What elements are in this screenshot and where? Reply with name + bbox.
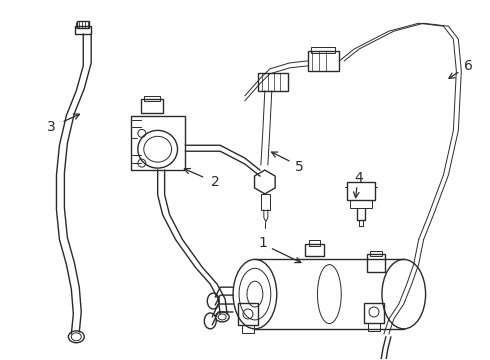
Bar	[308, 51, 339, 71]
Bar	[309, 239, 320, 247]
Text: 4: 4	[355, 171, 364, 185]
Bar	[261, 194, 270, 210]
Bar	[367, 255, 385, 272]
Bar	[364, 303, 384, 323]
Ellipse shape	[239, 268, 271, 320]
Bar	[238, 303, 258, 325]
Ellipse shape	[233, 260, 277, 329]
Text: 3: 3	[47, 120, 56, 134]
Bar	[144, 96, 160, 100]
Text: 6: 6	[464, 59, 473, 73]
Ellipse shape	[207, 293, 219, 309]
Bar	[347, 182, 375, 200]
Bar	[242, 325, 254, 333]
Bar	[305, 244, 324, 256]
Bar	[77, 21, 89, 28]
Ellipse shape	[204, 313, 216, 329]
Bar	[312, 47, 335, 53]
Bar	[75, 26, 91, 34]
Bar	[350, 200, 372, 208]
Bar	[258, 73, 288, 91]
Bar	[370, 251, 382, 256]
Bar	[141, 99, 163, 113]
Text: 1: 1	[258, 235, 268, 249]
Ellipse shape	[382, 260, 426, 329]
Text: 2: 2	[211, 175, 220, 189]
Bar	[368, 323, 380, 331]
Text: 5: 5	[295, 160, 304, 174]
Bar	[131, 116, 185, 170]
